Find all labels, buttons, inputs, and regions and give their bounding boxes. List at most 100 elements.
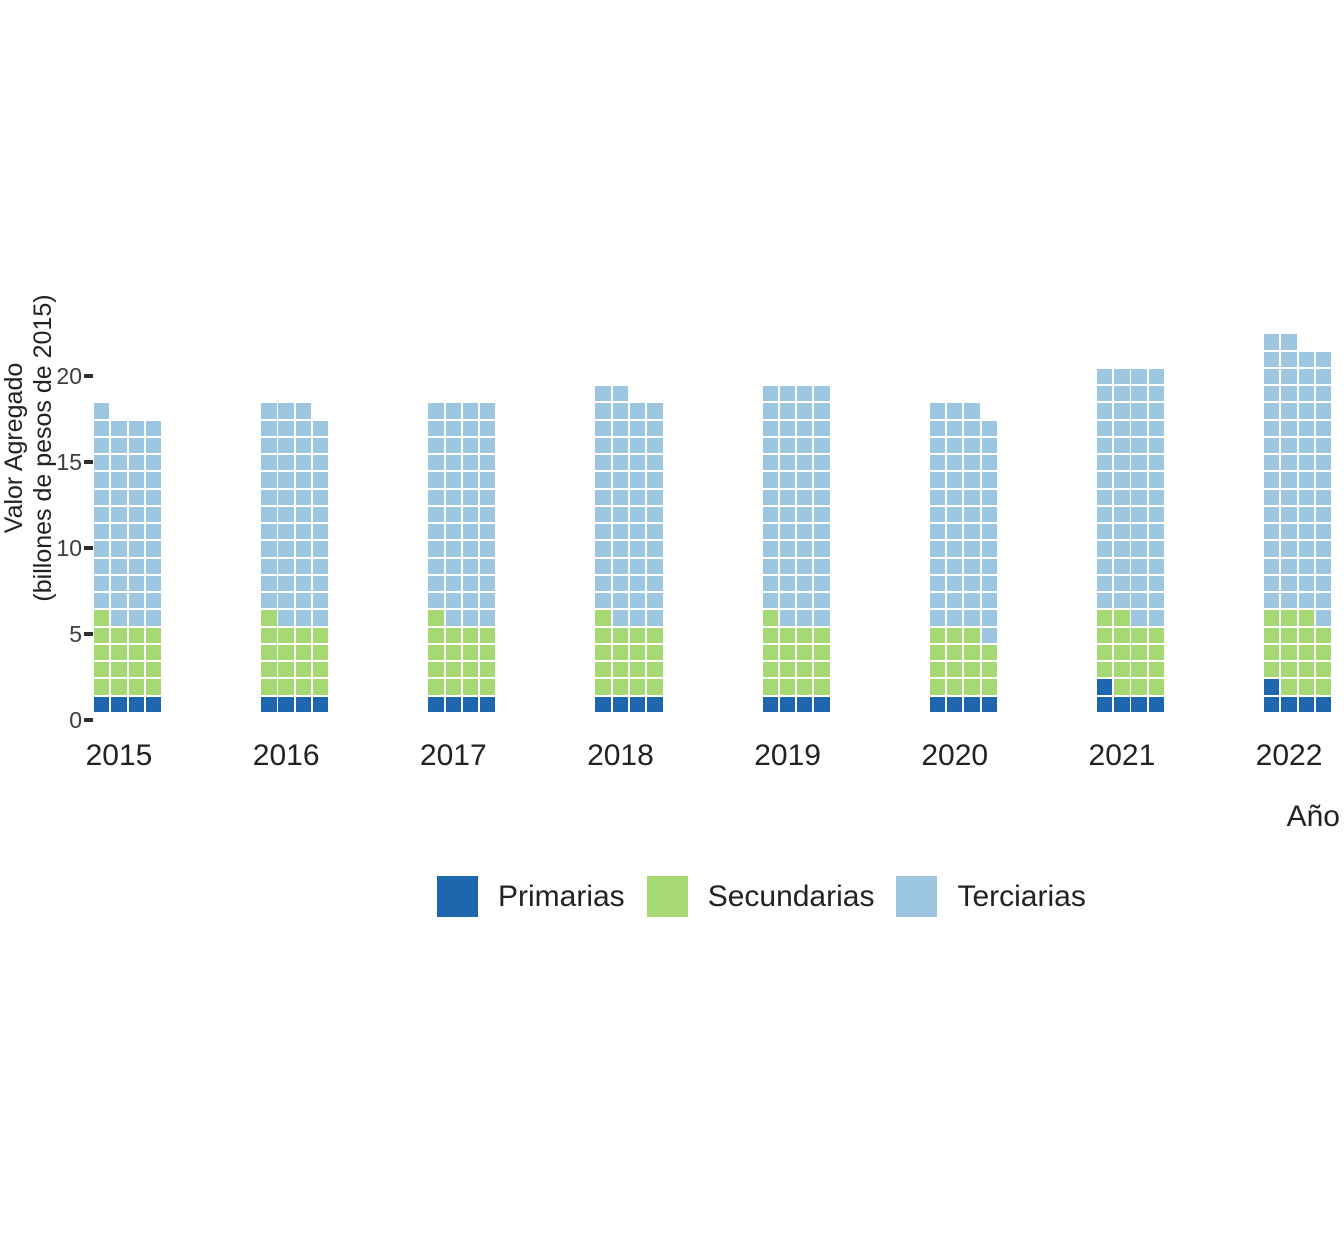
waffle-square-terciarias xyxy=(797,593,813,609)
waffle-square-terciarias xyxy=(1114,455,1130,471)
waffle-square-terciarias xyxy=(1131,403,1147,419)
waffle-square-terciarias xyxy=(629,437,646,454)
waffle-square-terciarias xyxy=(1148,489,1165,505)
waffle-square-secundarias xyxy=(145,662,162,678)
waffle-square-secundarias xyxy=(1096,627,1113,643)
waffle-square-secundarias xyxy=(964,627,980,643)
waffle-square-terciarias xyxy=(445,403,461,419)
waffle-square-terciarias xyxy=(1315,575,1332,592)
waffle-square-terciarias xyxy=(1114,524,1130,540)
waffle-square-terciarias xyxy=(1281,541,1297,557)
waffle-square-terciarias xyxy=(797,455,813,471)
waffle-square-terciarias xyxy=(261,524,277,540)
waffle-square-terciarias xyxy=(480,558,496,574)
waffle-square-terciarias xyxy=(128,472,144,488)
waffle-square-secundarias xyxy=(612,679,629,695)
waffle-square-primarias xyxy=(1281,696,1297,712)
waffle-square-secundarias xyxy=(1281,610,1297,626)
waffle-square-terciarias xyxy=(111,472,127,488)
waffle-square-secundarias xyxy=(428,627,444,643)
waffle-square-terciarias xyxy=(1315,610,1332,626)
waffle-square-terciarias xyxy=(278,610,294,626)
waffle-square-terciarias xyxy=(1096,558,1113,574)
waffle-square-terciarias xyxy=(312,455,329,471)
waffle-square-terciarias xyxy=(94,541,110,557)
waffle-square-secundarias xyxy=(762,662,778,678)
waffle-square-terciarias xyxy=(1114,403,1130,419)
y-tick-mark xyxy=(84,460,93,464)
waffle-square-terciarias xyxy=(94,403,110,419)
waffle-square-terciarias xyxy=(964,541,980,557)
waffle-square-secundarias xyxy=(629,662,646,678)
waffle-square-terciarias xyxy=(964,455,980,471)
waffle-square-secundarias xyxy=(278,679,294,695)
waffle-square-terciarias xyxy=(428,472,444,488)
legend-swatch xyxy=(896,876,938,917)
waffle-square-secundarias xyxy=(797,679,813,695)
waffle-square-terciarias xyxy=(929,593,946,609)
waffle-square-terciarias xyxy=(295,420,312,436)
waffle-square-terciarias xyxy=(1281,403,1297,419)
waffle-square-secundarias xyxy=(964,644,980,661)
waffle-square-terciarias xyxy=(1298,455,1314,471)
waffle-square-terciarias xyxy=(1281,506,1297,523)
waffle-square-terciarias xyxy=(1264,420,1280,436)
waffle-square-primarias xyxy=(94,696,110,712)
x-tick-label: 2017 xyxy=(419,739,487,772)
waffle-square-secundarias xyxy=(145,644,162,661)
waffle-square-secundarias xyxy=(480,644,496,661)
waffle-square-terciarias xyxy=(629,558,646,574)
waffle-square-secundarias xyxy=(929,644,946,661)
waffle-square-terciarias xyxy=(111,524,127,540)
y-tick-mark xyxy=(84,632,93,636)
waffle-square-terciarias xyxy=(261,403,277,419)
waffle-square-secundarias xyxy=(1148,679,1165,695)
waffle-square-terciarias xyxy=(128,610,144,626)
waffle-square-terciarias xyxy=(779,420,796,436)
waffle-square-terciarias xyxy=(779,455,796,471)
waffle-square-secundarias xyxy=(1131,644,1147,661)
legend: Primarias Secundarias Terciarias xyxy=(437,876,1086,917)
waffle-square-terciarias xyxy=(1281,334,1297,350)
waffle-square-secundarias xyxy=(1298,627,1314,643)
waffle-square-terciarias xyxy=(929,472,946,488)
waffle-square-terciarias xyxy=(295,489,312,505)
waffle-square-terciarias xyxy=(595,437,611,454)
waffle-square-terciarias xyxy=(1131,524,1147,540)
waffle-square-terciarias xyxy=(612,489,629,505)
waffle-square-terciarias xyxy=(595,386,611,402)
waffle-square-terciarias xyxy=(1315,386,1332,402)
waffle-square-secundarias xyxy=(595,662,611,678)
waffle-square-terciarias xyxy=(445,610,461,626)
waffle-square-secundarias xyxy=(94,662,110,678)
waffle-square-terciarias xyxy=(111,593,127,609)
waffle-square-terciarias xyxy=(428,489,444,505)
waffle-square-secundarias xyxy=(128,644,144,661)
waffle-square-terciarias xyxy=(1298,403,1314,419)
waffle-square-primarias xyxy=(947,696,963,712)
waffle-square-secundarias xyxy=(1298,610,1314,626)
waffle-square-primarias xyxy=(1096,696,1113,712)
waffle-square-terciarias xyxy=(814,386,830,402)
waffle-square-terciarias xyxy=(779,593,796,609)
waffle-square-terciarias xyxy=(814,558,830,574)
waffle-square-terciarias xyxy=(612,541,629,557)
waffle-square-terciarias xyxy=(1315,506,1332,523)
waffle-square-primarias xyxy=(480,696,496,712)
waffle-square-terciarias xyxy=(797,506,813,523)
waffle-square-primarias xyxy=(1148,696,1165,712)
waffle-square-terciarias xyxy=(814,420,830,436)
waffle-square-terciarias xyxy=(261,541,277,557)
waffle-square-terciarias xyxy=(947,575,963,592)
x-tick-label: 2016 xyxy=(252,739,320,772)
waffle-square-secundarias xyxy=(261,610,277,626)
x-tick-label: 2022 xyxy=(1255,739,1323,772)
waffle-square-terciarias xyxy=(762,403,778,419)
waffle-square-terciarias xyxy=(1148,403,1165,419)
waffle-square-terciarias xyxy=(762,541,778,557)
waffle-square-terciarias xyxy=(964,420,980,436)
waffle-square-terciarias xyxy=(1315,558,1332,574)
y-tick-label: 10 xyxy=(56,535,82,561)
waffle-square-terciarias xyxy=(929,489,946,505)
waffle-square-secundarias xyxy=(295,679,312,695)
